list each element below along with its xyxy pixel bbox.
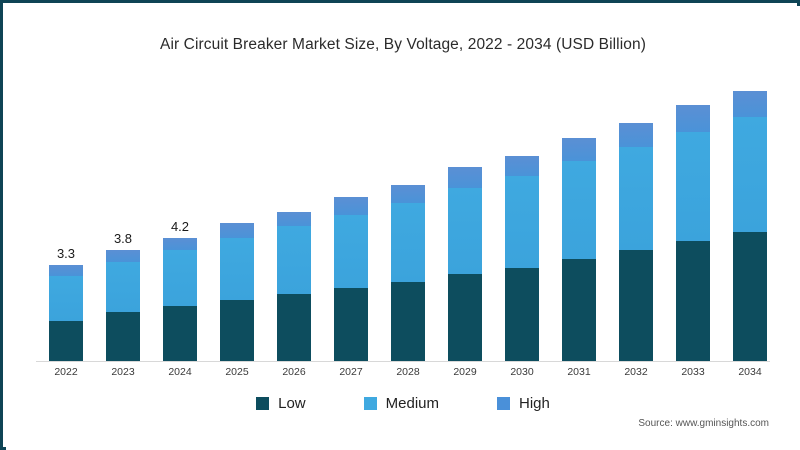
x-axis-tick-label: 2026 <box>282 366 306 378</box>
bar-group <box>448 167 482 362</box>
bar-group <box>733 90 767 362</box>
bar-segment-medium <box>106 261 140 312</box>
x-axis-tick-labels: 2022 2023 2024 2025 2026 2027 2028 2029 2030 2031… <box>36 366 770 386</box>
bar-segment-medium <box>619 146 653 250</box>
bar-segment-low <box>562 258 596 362</box>
bar-segment-high <box>448 167 482 189</box>
bar-segment-low <box>391 282 425 362</box>
bar-group <box>391 185 425 362</box>
bar-segment-medium <box>277 226 311 295</box>
chart-legend: Low Medium High <box>3 395 800 412</box>
bar-group <box>505 155 539 362</box>
bar-group <box>277 211 311 362</box>
legend-swatch-icon <box>363 397 377 410</box>
bar-segment-medium <box>505 176 539 268</box>
x-axis-tick-label: 2025 <box>225 366 249 378</box>
bar-segment-high <box>562 137 596 162</box>
x-axis-tick-label: 2024 <box>168 366 192 378</box>
source-attribution: Source: www.gminsights.com <box>638 418 769 429</box>
legend-item-high[interactable]: High <box>497 395 550 412</box>
bar-group: 3.3 <box>49 246 83 362</box>
x-axis-tick-label: 2031 <box>567 366 591 378</box>
bar-segment-medium <box>733 117 767 233</box>
bar-segment-medium <box>676 131 710 242</box>
x-axis-tick-label: 2029 <box>453 366 477 378</box>
bar-segment-high <box>49 264 83 277</box>
bar-segment-medium <box>448 188 482 274</box>
bar-segment-high <box>106 249 140 262</box>
bar-group <box>562 137 596 362</box>
x-axis-tick-label: 2034 <box>738 366 762 378</box>
page-title: Air Circuit Breaker Market Size, By Volt… <box>160 36 646 53</box>
bar-group <box>676 105 710 362</box>
bar-segment-high <box>505 155 539 177</box>
bar-segment-medium <box>334 214 368 289</box>
bar-value-label: 4.2 <box>170 219 190 235</box>
legend-label: Medium <box>385 395 440 412</box>
bar-segment-low <box>448 273 482 362</box>
legend-label: High <box>519 395 550 412</box>
bar-group: 4.2 <box>163 219 197 362</box>
x-axis-tick-label: 2030 <box>510 366 534 378</box>
x-axis-tick-label: 2027 <box>339 366 363 378</box>
x-axis-tick-label: 2028 <box>396 366 420 378</box>
bar-segment-low <box>163 305 197 362</box>
bar-segment-low <box>106 311 140 362</box>
bar-group: 3.8 <box>106 231 140 362</box>
bar-segment-low <box>505 267 539 362</box>
bar-segment-high <box>163 238 197 250</box>
bar-segment-low <box>619 249 653 362</box>
bar-group <box>220 223 254 362</box>
bar-segment-high <box>391 185 425 203</box>
x-axis-tick-label: 2033 <box>681 366 705 378</box>
bar-segment-high <box>277 211 311 227</box>
bar-group <box>619 123 653 362</box>
bar-segment-high <box>334 196 368 215</box>
x-axis-tick-label: 2023 <box>111 366 135 378</box>
bar-segment-medium <box>163 249 197 306</box>
bar-segment-low <box>277 294 311 362</box>
x-axis-tick-label: 2022 <box>54 366 78 378</box>
legend-item-low[interactable]: Low <box>256 395 306 412</box>
bar-segment-medium <box>49 276 83 321</box>
plot-area: 3.3 3.8 4.2 <box>36 73 770 362</box>
bar-segment-medium <box>220 238 254 301</box>
bar-group <box>334 196 368 362</box>
legend-swatch-icon <box>497 397 511 410</box>
legend-item-medium[interactable]: Medium <box>363 395 440 412</box>
bar-segment-low <box>220 300 254 362</box>
bar-segment-low <box>733 232 767 362</box>
bar-segment-low <box>334 288 368 362</box>
bar-value-label: 3.3 <box>56 245 76 261</box>
x-axis-tick-label: 2032 <box>624 366 648 378</box>
legend-swatch-icon <box>256 397 270 410</box>
bar-segment-low <box>676 241 710 362</box>
bar-segment-high <box>676 105 710 132</box>
x-axis-line <box>36 361 770 362</box>
bar-segment-medium <box>391 202 425 283</box>
bar-segment-high <box>733 90 767 118</box>
legend-label: Low <box>278 395 306 412</box>
bar-value-label: 3.8 <box>113 230 133 246</box>
bar-segment-medium <box>562 161 596 259</box>
bar-segment-high <box>619 123 653 147</box>
bar-segment-high <box>220 223 254 239</box>
bar-segment-low <box>49 320 83 362</box>
